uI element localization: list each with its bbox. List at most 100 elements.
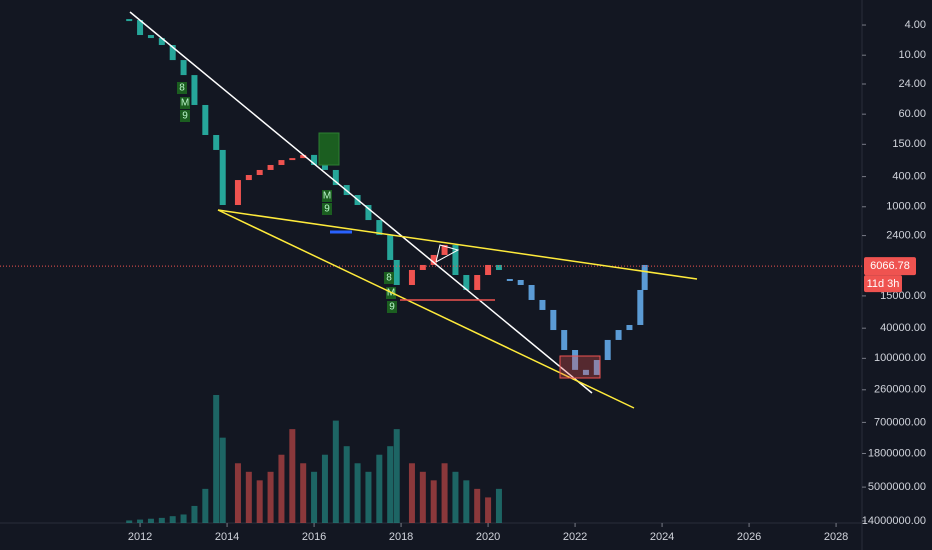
y-tick-label: 260000.00 [874,384,926,396]
candle [158,38,165,46]
volume-bar [408,463,415,523]
price-label-box [864,257,916,276]
volume-bar [137,519,144,523]
x-tick-label: 2020 [476,531,500,543]
volume-bar [147,518,154,523]
candle [245,175,252,181]
y-tick-label: 1000.00 [886,201,926,213]
annotation: 8 [386,273,392,284]
volume-bar [343,446,350,523]
candle [321,164,328,170]
candle [191,75,198,105]
annotation: M [181,98,189,109]
candle [539,299,546,310]
candle [300,154,307,159]
volume-bar [245,471,252,523]
volume-bar [495,488,502,523]
candle [393,259,400,285]
volume-bar [126,520,133,523]
annotation-box [180,110,190,122]
volume-bar [393,429,400,523]
candle [126,19,133,22]
candle [430,254,437,265]
candle [376,220,383,235]
candle [219,149,226,206]
candle [582,369,589,375]
candle [550,309,557,331]
volume-bar [376,454,383,523]
x-tick-label: 2022 [563,531,587,543]
candle [641,264,648,290]
annotation-box [322,190,332,202]
candle [485,264,492,276]
volume-bar [419,471,426,523]
volume-bar [485,497,492,523]
x-tick-label: 2018 [389,531,413,543]
candle [463,275,470,290]
candle [256,169,263,176]
candle [311,154,318,165]
candle [615,330,622,340]
volume-bar [256,480,263,523]
volume-bar [463,480,470,523]
y-tick-label: 60.00 [898,108,926,120]
x-tick-label: 2028 [824,531,848,543]
volume-bar [267,471,274,523]
trend-line [217,209,635,409]
volume-bar [300,463,307,523]
y-tick-label: 24.00 [898,78,926,90]
trend-line [129,11,593,394]
drawings [129,11,698,409]
annotation: 8 [179,83,185,94]
countdown: 11d 3h [867,278,900,290]
price-label: 6066.78 [870,260,910,272]
y-tick-label: 14000000.00 [862,515,926,527]
volume-bar [180,514,187,523]
candle [593,360,600,375]
candle [604,339,611,361]
x-tick-label: 2026 [737,531,761,543]
trend-line [217,209,698,280]
annotation: 9 [324,204,330,215]
candle [267,164,274,170]
annotation-box [322,203,332,215]
candle [626,324,633,331]
y-tick-label: 100000.00 [874,352,926,364]
annotation-box [180,97,190,109]
candle [474,275,481,290]
marker-shape [435,244,460,263]
candle [180,60,187,76]
candle [419,264,426,270]
candle [452,244,459,276]
annotation-box [387,301,397,313]
candle [517,279,524,285]
volume-bar [321,454,328,523]
candle [289,158,296,161]
y-tick-label: 2400.00 [886,229,926,241]
volume-pane [126,395,502,523]
volume-bar [169,516,176,523]
highlight-box [559,355,601,379]
y-tick-label: 1800000.00 [868,447,926,459]
volume-bar [441,463,448,523]
axes: 4.00 10.00 24.00 60.00 150.00 400.00 1000.00 24… [128,19,926,543]
volume-bar [191,505,198,523]
volume-bar [213,395,220,523]
annotation-box [177,82,187,94]
volume-bar [219,437,226,523]
volume-bar [474,488,481,523]
y-tick-label: 4.00 [905,19,926,31]
signal-box [318,132,340,166]
volume-bar [158,517,165,523]
candle [528,284,535,300]
candle [495,264,502,270]
annotation: M [323,191,331,202]
candle [365,205,372,221]
y-tick-label: 5000000.00 [868,481,926,493]
volume-bar [311,471,318,523]
volume-bar [332,420,339,523]
candle [169,45,176,61]
annotation: 9 [182,111,188,122]
